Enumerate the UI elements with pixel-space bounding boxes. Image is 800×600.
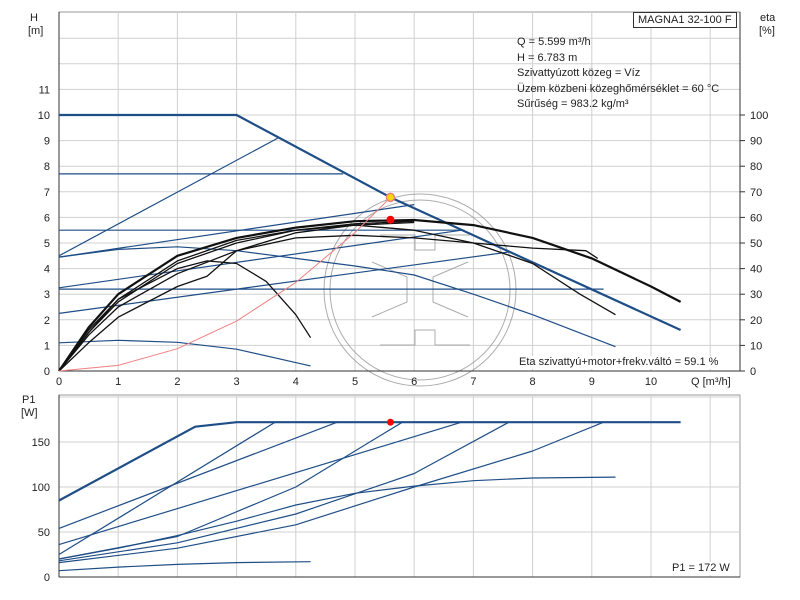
prop-pressure-mid (58, 204, 415, 258)
h-tick-label: 11 (39, 84, 50, 96)
x-tick-label: 10 (645, 376, 657, 388)
x-tick-label: 5 (352, 376, 358, 388)
h-tick-label: 9 (44, 136, 50, 148)
info-flow: Q = 5.599 m³/h (517, 36, 591, 48)
eta-axis-unit: [%] (759, 25, 775, 37)
const-curve-mid (58, 246, 616, 348)
pump-model-title: MAGNA1 32-100 F (633, 12, 737, 28)
eta-point (386, 215, 395, 224)
p1-tick-label: 150 (32, 437, 50, 449)
h-tick-label: 10 (38, 110, 50, 122)
p1-axis-label: P1 (22, 394, 36, 406)
q-axis-label: Q [m³/h] (691, 376, 731, 388)
h-tick-label: 7 (44, 187, 50, 199)
watermark-logo (323, 193, 517, 387)
eta-tick-label: 0 (750, 366, 756, 378)
const-curve-min (58, 339, 311, 367)
eta-tick-label: 100 (750, 110, 768, 122)
h-axis-unit: [m] (28, 25, 44, 37)
x-tick-label: 3 (234, 376, 240, 388)
x-tick-label: 0 (56, 376, 62, 388)
eta-a (58, 260, 312, 372)
eta-d (58, 221, 415, 372)
eta-tick-label: 80 (750, 161, 762, 173)
p1-tick-label: 0 (44, 572, 50, 584)
info-head: H = 6.783 m (517, 51, 578, 64)
p1-g (58, 476, 616, 560)
prop-pressure-high (58, 137, 279, 257)
h-tick-label: 2 (44, 315, 50, 327)
p1-b (58, 421, 338, 529)
p1-note: P1 = 172 W (672, 562, 730, 575)
eta-tick-label: 20 (750, 315, 762, 327)
eta-tick-label: 40 (750, 264, 762, 276)
h-tick-label: 4 (44, 264, 50, 276)
p1-max (58, 421, 681, 502)
prop-pressure-lowest (58, 251, 509, 314)
eta-axis-label: eta (760, 12, 776, 24)
p1-tick-label: 100 (32, 482, 50, 494)
p1-f (58, 421, 604, 564)
h-tick-label: 3 (44, 289, 50, 301)
info-density: Sűrűség = 983.2 kg/m³ (517, 98, 629, 110)
p1-d (58, 421, 462, 546)
p1-axis-unit: [W] (21, 407, 38, 419)
eta-tick-label: 10 (750, 340, 762, 352)
h-tick-label: 5 (44, 238, 50, 250)
watermark-outer-ring (323, 193, 517, 387)
eta-tick-label: 70 (750, 187, 762, 199)
p1-point (386, 418, 394, 426)
p1-tick-label: 50 (38, 527, 50, 539)
watermark-inner-ring (329, 199, 511, 381)
duty-info: Q = 5.599 m³/h H = 6.783 m Szivattyúzott… (517, 35, 719, 113)
max-curve (59, 113, 682, 332)
h-tick-label: 6 (44, 212, 50, 224)
p1-min (58, 561, 311, 572)
eta-tick-label: 50 (750, 238, 762, 250)
eta-tick-label: 30 (750, 289, 762, 301)
prop-pressure-low (58, 229, 462, 289)
x-tick-label: 6 (411, 376, 417, 388)
duty-point (385, 192, 396, 203)
h-tick-label: 1 (44, 340, 50, 352)
watermark-pattern (371, 234, 470, 346)
p1-a (58, 421, 276, 556)
info-temperature: Üzem közbeni közeghőmérséklet = 60 °C (517, 82, 720, 95)
eta-tick-label: 90 (750, 136, 762, 148)
eta-c (58, 234, 599, 372)
eta-note: Eta szivattyú+motor+frekv.váltó = 59.1 % (519, 356, 719, 369)
x-tick-label: 1 (115, 376, 121, 388)
x-tick-label: 9 (589, 376, 595, 388)
p1-e (58, 421, 510, 562)
info-medium: Szivattyúzott közeg = Víz (517, 67, 641, 79)
eta-e (58, 220, 415, 372)
system-curve (58, 197, 391, 372)
h-tick-label: 8 (44, 161, 50, 173)
x-tick-label: 7 (470, 376, 476, 388)
h-tick-label: 0 (44, 366, 50, 378)
x-tick-label: 2 (174, 376, 180, 388)
eta-tick-label: 60 (750, 212, 762, 224)
h-axis-label: H (30, 12, 38, 24)
x-tick-label: 4 (293, 376, 299, 388)
x-tick-label: 8 (530, 376, 536, 388)
p1-plot-area (58, 394, 741, 578)
eta-max (58, 218, 682, 372)
